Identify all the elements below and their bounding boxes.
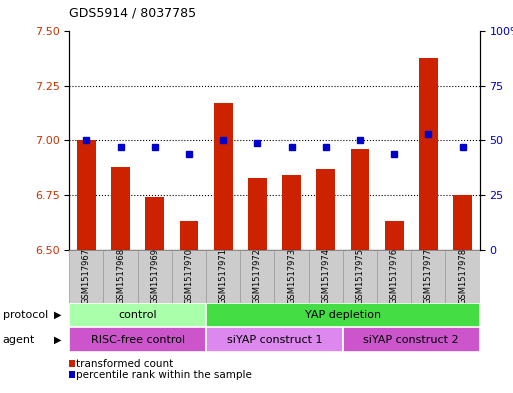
Text: ▶: ▶ (54, 335, 62, 345)
Bar (77, 141, 96, 250)
Bar (343, 327, 480, 352)
Bar (206, 327, 343, 352)
Bar (206, 303, 480, 327)
Bar (69, 250, 104, 303)
Bar (419, 58, 438, 250)
Text: YAP depletion: YAP depletion (305, 310, 381, 320)
Bar (69, 303, 206, 327)
Bar (411, 250, 445, 303)
Text: GSM1517970: GSM1517970 (185, 248, 193, 304)
Text: GSM1517978: GSM1517978 (458, 248, 467, 304)
Bar (274, 250, 309, 303)
Text: agent: agent (3, 335, 35, 345)
Text: protocol: protocol (3, 310, 48, 320)
Text: GSM1517975: GSM1517975 (356, 248, 364, 304)
Text: GSM1517968: GSM1517968 (116, 248, 125, 304)
Bar (343, 250, 377, 303)
Text: siYAP construct 1: siYAP construct 1 (227, 335, 322, 345)
Bar (445, 250, 480, 303)
Bar (309, 250, 343, 303)
Text: RISC-free control: RISC-free control (91, 335, 185, 345)
Text: GSM1517967: GSM1517967 (82, 248, 91, 304)
Bar (377, 250, 411, 303)
Text: control: control (119, 310, 157, 320)
Text: siYAP construct 2: siYAP construct 2 (363, 335, 459, 345)
Text: GSM1517972: GSM1517972 (253, 248, 262, 304)
Bar (240, 250, 274, 303)
Bar (248, 178, 267, 250)
Bar (282, 175, 301, 250)
Bar (172, 250, 206, 303)
Text: GSM1517973: GSM1517973 (287, 248, 296, 304)
Bar (214, 103, 232, 250)
Text: GDS5914 / 8037785: GDS5914 / 8037785 (69, 7, 196, 20)
Bar (317, 169, 335, 250)
Bar (180, 221, 199, 250)
Bar (385, 221, 404, 250)
Text: percentile rank within the sample: percentile rank within the sample (76, 369, 251, 380)
Bar (206, 250, 240, 303)
Text: GSM1517971: GSM1517971 (219, 248, 228, 304)
Bar (111, 167, 130, 250)
Bar (453, 195, 472, 250)
Bar (137, 250, 172, 303)
Bar (69, 327, 206, 352)
Text: GSM1517977: GSM1517977 (424, 248, 433, 304)
Text: transformed count: transformed count (76, 358, 173, 369)
Text: GSM1517976: GSM1517976 (390, 248, 399, 304)
Bar (145, 197, 164, 250)
Bar (350, 149, 369, 250)
Text: ▶: ▶ (54, 310, 62, 320)
Text: GSM1517969: GSM1517969 (150, 248, 159, 304)
Text: GSM1517974: GSM1517974 (321, 248, 330, 304)
Bar (104, 250, 137, 303)
